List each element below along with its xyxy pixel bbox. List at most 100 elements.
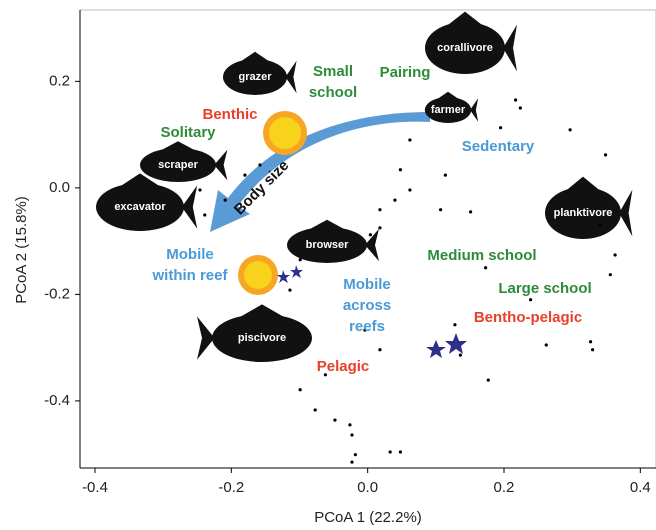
trait-label: school [309, 84, 357, 101]
fish: corallivore [425, 12, 517, 74]
fish: grazer [223, 52, 297, 95]
fish-fin [307, 220, 347, 231]
point [444, 173, 447, 176]
fish-tail [214, 150, 227, 181]
trait-label: Sedentary [462, 138, 535, 155]
point [369, 233, 372, 236]
trait-label: Large school [498, 280, 591, 297]
chart: -0.4 -0.2 0.0 0.2 0.4 0.2 0.0 -0.2 -0.4 PCoA 1 (2… [0, 0, 656, 530]
point [469, 210, 472, 213]
point [378, 226, 381, 229]
fish-label: excavator [114, 201, 166, 213]
fish-label: planktivore [554, 207, 613, 219]
point [569, 128, 572, 131]
point [243, 173, 246, 176]
point [408, 138, 411, 141]
fish-tail [197, 316, 215, 359]
fish-fin [159, 141, 197, 151]
point [350, 433, 353, 436]
x-tick-label: -0.4 [82, 479, 108, 496]
trait-label: Pairing [380, 64, 431, 81]
point [393, 199, 396, 202]
point [519, 106, 522, 109]
fish-tail [503, 25, 517, 72]
trait-label: Mobile [343, 276, 391, 293]
trait-label: Mobile [166, 246, 214, 263]
x-tick-label: -0.2 [218, 479, 244, 496]
point [529, 298, 532, 301]
fish-label: corallivore [437, 42, 493, 54]
point [399, 450, 402, 453]
trait-label: Pelagic [317, 358, 370, 375]
point [198, 188, 201, 191]
point [609, 273, 612, 276]
fish: excavator [96, 173, 197, 231]
fish: piscivore [197, 304, 312, 362]
point [288, 289, 291, 292]
trait-label: Medium school [427, 247, 536, 264]
fish-tail [182, 185, 197, 228]
trait-label: reefs [349, 318, 385, 335]
fish-label: farmer [431, 104, 466, 116]
point [453, 323, 456, 326]
x-tick-label: 0.0 [357, 479, 378, 496]
point [389, 450, 392, 453]
point [545, 343, 548, 346]
fish-label: piscivore [238, 332, 286, 344]
point [589, 340, 592, 343]
x-tick-label: 0.4 [630, 479, 651, 496]
plot-frame [80, 10, 656, 468]
fish-fin [445, 12, 485, 28]
point [487, 379, 490, 382]
point [378, 348, 381, 351]
y-tick-label: -0.4 [44, 392, 70, 409]
point [378, 208, 381, 211]
point [299, 388, 302, 391]
point [514, 98, 517, 101]
point [333, 418, 336, 421]
fish-tail [285, 61, 296, 93]
fish-fin [564, 177, 602, 193]
y-tick-label: 0.0 [49, 179, 70, 196]
fish: planktivore [545, 177, 632, 239]
y-tick-label: -0.2 [44, 285, 70, 302]
x-axis-label: PCoA 1 (22.2%) [314, 509, 422, 526]
point [599, 223, 602, 226]
trait-label: Small [313, 63, 353, 80]
point [459, 353, 462, 356]
trait-label: Bentho-pelagic [474, 309, 582, 326]
fish: farmer [425, 92, 478, 123]
trait-label: within reef [151, 267, 228, 284]
trait-label: Solitary [160, 124, 216, 141]
point [484, 266, 487, 269]
point [591, 348, 594, 351]
fish-label: scraper [158, 159, 198, 171]
fish-tail [470, 98, 478, 121]
point [348, 423, 351, 426]
trait-label: across [343, 297, 391, 314]
fish-fin [436, 92, 459, 100]
trait-label: Benthic [202, 106, 257, 123]
fish: browser [287, 220, 379, 263]
point [499, 126, 502, 129]
fish: scraper [140, 141, 227, 182]
point [408, 188, 411, 191]
point [258, 163, 261, 166]
point [354, 453, 357, 456]
point [614, 253, 617, 256]
point [399, 168, 402, 171]
point [203, 213, 206, 216]
x-tick-label: 0.2 [494, 479, 515, 496]
point [439, 208, 442, 211]
point [299, 258, 302, 261]
point [314, 408, 317, 411]
fish-tail [365, 229, 379, 261]
fish-fin [239, 52, 271, 63]
y-axis-label: PCoA 2 (15.8%) [13, 196, 30, 304]
fish-label: browser [306, 239, 350, 251]
fish-fin [237, 304, 287, 318]
fish-label: grazer [238, 71, 272, 83]
point [604, 153, 607, 156]
y-tick-label: 0.2 [49, 72, 70, 89]
point [350, 461, 353, 464]
